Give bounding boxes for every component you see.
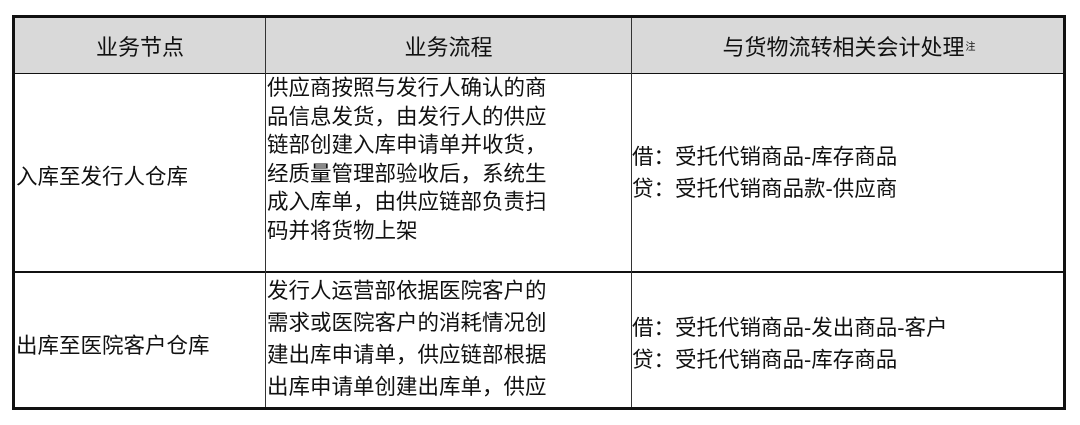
debit-entry: 借：受托代销商品-发出商品-客户 (632, 316, 948, 341)
row1-process: 供应商按照与发行人确认的商 品信息发货，由发行人的供应 链部创建入库申请单并收货… (267, 75, 547, 247)
process-line: 链部创建入库申请单并收货， (267, 133, 547, 159)
process-line: 经质量管理部验收后，系统生 (267, 161, 547, 187)
column-divider (631, 18, 632, 407)
process-line: 需求或医院客户的消耗情况创 (267, 311, 547, 336)
process-line: 建出库申请单，供应链部根据 (267, 343, 547, 368)
process-line: 供应商按照与发行人确认的商 (267, 76, 547, 101)
process-line: 出库申请单创建出库单，供应 (267, 375, 547, 400)
row2-node: 出库至医院客户仓库 (16, 334, 210, 359)
row2-process: 发行人运营部依据医院客户的 需求或医院客户的消耗情况创 建出库申请单，供应链部根… (267, 276, 547, 410)
process-line: 码并将货物上架 (267, 218, 418, 244)
header-business-node: 业务节点 (95, 35, 184, 61)
row2-accounting: 借：受托代销商品-发出商品-客户 贷：受托代销商品-库存商品 (632, 313, 948, 377)
credit-entry: 贷：受托代销商品-库存商品 (632, 348, 898, 373)
row1-accounting: 借：受托代销商品-库存商品 贷：受托代销商品款-供应商 (632, 142, 897, 206)
process-line: 成入库单，由供应链部负责扫 (267, 190, 547, 216)
header-divider (15, 73, 1063, 74)
process-line: 发行人运营部依据医院客户的 (267, 279, 547, 304)
table-header (15, 18, 1063, 73)
row-divider (15, 271, 1063, 273)
header-accounting: 与货物流转相关会计处理注 (632, 18, 1066, 73)
header-business-process: 业务流程 (404, 35, 493, 61)
accounting-table: 业务节点 业务流程 与货物流转相关会计处理注 入库至发行人仓库 供应商按照与发行… (12, 15, 1066, 410)
row1-node: 入库至发行人仓库 (16, 165, 189, 190)
process-line: 品信息发货，由发行人的供应 (267, 104, 547, 130)
note-mark: 注 (965, 42, 976, 53)
debit-entry: 借：受托代销商品-库存商品 (632, 145, 898, 170)
column-divider (265, 18, 266, 407)
header-accounting-label: 与货物流转相关会计处理 (722, 35, 965, 61)
credit-entry: 贷：受托代销商品款-供应商 (632, 177, 898, 202)
